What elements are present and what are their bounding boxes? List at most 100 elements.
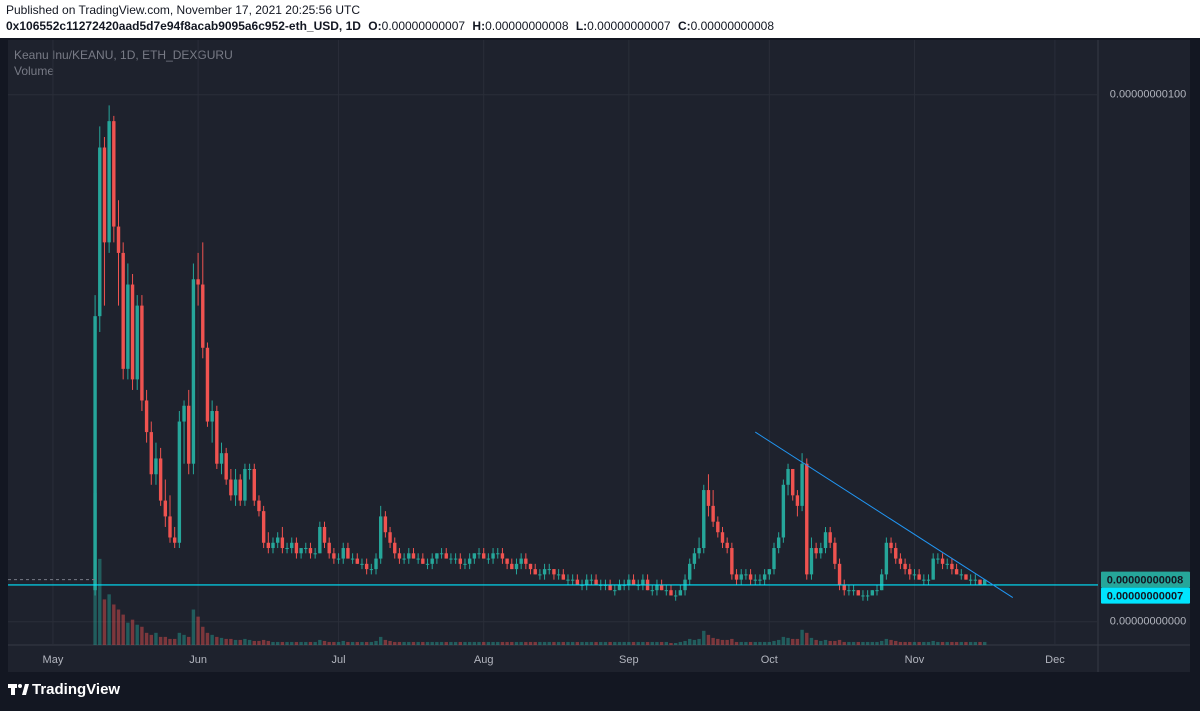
volume-bar bbox=[856, 641, 860, 645]
candle-body bbox=[631, 579, 636, 585]
volume-bar bbox=[215, 636, 219, 645]
volume-bar bbox=[140, 626, 144, 645]
candle-body bbox=[243, 468, 247, 501]
volume-bar bbox=[622, 641, 626, 645]
volume-legend: Volume bbox=[14, 64, 54, 78]
volume-bar bbox=[154, 632, 158, 645]
ohlc-key: C: bbox=[678, 19, 691, 33]
candle-body bbox=[135, 305, 139, 380]
volume-bar bbox=[393, 641, 397, 645]
candle-body bbox=[627, 579, 631, 585]
candle-body bbox=[697, 548, 701, 554]
volume-bar bbox=[917, 641, 921, 645]
candle-body bbox=[496, 553, 500, 555]
candle-body bbox=[191, 279, 196, 464]
candle-body bbox=[964, 574, 968, 580]
candle-body bbox=[458, 558, 462, 564]
ohlc-value: 0.00000000008 bbox=[691, 19, 775, 33]
candle-body bbox=[313, 553, 317, 555]
candle-body bbox=[889, 542, 893, 549]
volume-bar bbox=[121, 614, 125, 645]
candle-body bbox=[753, 579, 757, 581]
volume-bar bbox=[594, 641, 598, 645]
published-note: Published on TradingView.com, November 1… bbox=[6, 3, 360, 17]
candle-body bbox=[341, 548, 345, 559]
candle-body bbox=[158, 458, 163, 501]
volume-bar bbox=[149, 634, 153, 645]
volume-bar bbox=[842, 641, 846, 645]
volume-bar bbox=[233, 639, 238, 645]
volume-bar bbox=[116, 609, 121, 645]
volume-bar bbox=[346, 641, 350, 645]
candle-body bbox=[299, 548, 303, 554]
volume-bar bbox=[252, 640, 256, 645]
candle-body bbox=[585, 579, 589, 585]
volume-bar bbox=[187, 636, 191, 645]
candle-body bbox=[126, 284, 130, 369]
volume-bar bbox=[823, 639, 828, 645]
volume-bar bbox=[205, 632, 210, 645]
candle-body bbox=[833, 542, 837, 564]
volume-bar bbox=[772, 640, 776, 645]
candle-body bbox=[201, 284, 205, 348]
candle-body bbox=[903, 563, 907, 570]
x-tick-label: May bbox=[43, 654, 64, 666]
volume-bar bbox=[257, 640, 261, 645]
candle-body bbox=[308, 548, 313, 554]
volume-bar bbox=[453, 641, 458, 645]
volume-bar bbox=[482, 641, 486, 645]
volume-bar bbox=[285, 641, 289, 645]
volume-bar bbox=[144, 632, 149, 645]
candle-body bbox=[116, 226, 121, 253]
x-tick-label: Nov bbox=[905, 654, 925, 666]
candle-body bbox=[290, 542, 294, 549]
candle-body bbox=[140, 305, 144, 401]
volume-bar bbox=[107, 594, 111, 645]
candle-body bbox=[716, 521, 720, 533]
volume-bar bbox=[968, 641, 973, 645]
candle-body bbox=[655, 584, 659, 591]
candle-body bbox=[795, 495, 800, 506]
candle-body bbox=[800, 463, 804, 506]
y-tick-label: 0.00000000000 bbox=[1110, 616, 1186, 628]
candle-body bbox=[772, 548, 776, 570]
candle-body bbox=[421, 558, 425, 564]
volume-bar bbox=[730, 638, 734, 645]
candle-body bbox=[711, 505, 715, 522]
candle-body bbox=[828, 532, 832, 543]
candle-body bbox=[973, 579, 978, 581]
volume-bar bbox=[510, 641, 514, 645]
candle-body bbox=[613, 590, 617, 592]
volume-bar bbox=[561, 641, 566, 645]
chart-title: Keanu Inu/KEANU, 1D, ETH_DEXGURU bbox=[14, 48, 233, 62]
candle-body bbox=[491, 553, 495, 559]
x-tick-label: Jun bbox=[189, 654, 207, 666]
price-label: 0.00000000008 bbox=[1107, 575, 1183, 587]
candle-body bbox=[486, 558, 491, 560]
volume-bar bbox=[683, 640, 687, 645]
candle-body bbox=[570, 579, 575, 581]
candle-body bbox=[847, 590, 851, 592]
volume-bar bbox=[266, 640, 271, 645]
candle-body bbox=[608, 584, 612, 591]
candle-body bbox=[304, 548, 308, 550]
candle-body bbox=[575, 579, 580, 585]
volume-bar bbox=[477, 641, 481, 645]
volume-bar bbox=[355, 641, 359, 645]
candle-body bbox=[982, 579, 987, 585]
volume-bar bbox=[711, 637, 715, 645]
volume-bar bbox=[585, 641, 589, 645]
volume-bar bbox=[397, 641, 402, 645]
candle-body bbox=[505, 558, 509, 564]
candle-body bbox=[528, 563, 533, 570]
volume-bar bbox=[135, 624, 139, 645]
volume-bar bbox=[364, 641, 369, 645]
volume-bar bbox=[402, 641, 406, 645]
candle-body bbox=[805, 463, 809, 575]
x-tick-label: Jul bbox=[332, 654, 346, 666]
volume-bar bbox=[261, 639, 266, 645]
candle-body bbox=[107, 121, 111, 243]
candle-body bbox=[233, 479, 238, 496]
volume-bar bbox=[894, 640, 898, 645]
candle-body bbox=[706, 490, 711, 506]
